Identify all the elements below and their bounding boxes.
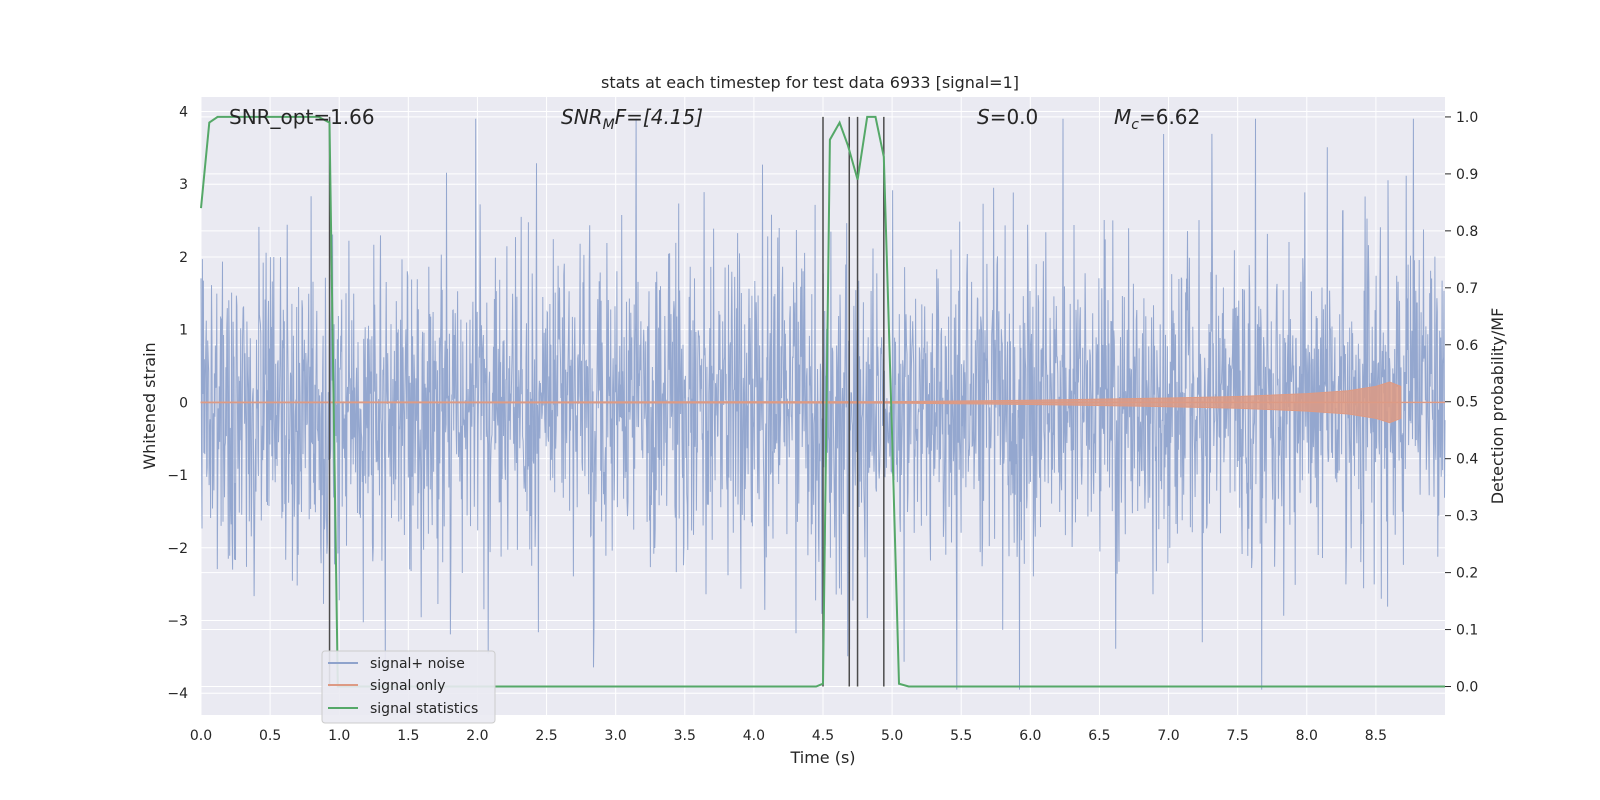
legend-label-signal-only: signal only — [370, 678, 445, 694]
y2-tick-label: 0.4 — [1456, 452, 1478, 468]
annotation-snr-opt: SNR_opt=1.66 — [229, 105, 375, 129]
chart-title: stats at each timestep for test data 693… — [601, 73, 1019, 92]
legend-box — [321, 650, 496, 724]
x-tick-label: 5.0 — [881, 728, 903, 744]
x-tick-label: 7.5 — [1227, 728, 1249, 744]
legend-label-signal-noise: signal+ noise — [370, 656, 465, 672]
mc-main: M — [1114, 105, 1131, 129]
y-tick-label: −2 — [167, 541, 188, 557]
mc-rest: =6.62 — [1139, 105, 1200, 129]
x-tick-label: 3.0 — [605, 728, 627, 744]
y-tick-label: 4 — [179, 105, 188, 121]
x-tick-label: 8.5 — [1365, 728, 1387, 744]
y-tick-label: −4 — [167, 686, 188, 702]
y2-tick-label: 0.8 — [1456, 224, 1478, 240]
y-axis-label: Whitened strain — [140, 342, 159, 469]
y2-tick-label: 0.5 — [1456, 395, 1478, 411]
y2-tick-label: 0.6 — [1456, 338, 1478, 354]
y-tick-label: 1 — [179, 323, 188, 339]
s-main: S — [977, 105, 990, 129]
snr-mf-main: SNR — [561, 105, 603, 129]
legend-label-signal-statistics: signal statistics — [370, 701, 478, 717]
y2-tick-label: 0.2 — [1456, 566, 1478, 582]
x-axis-label: Time (s) — [789, 748, 855, 767]
x-tick-label: 7.0 — [1157, 728, 1179, 744]
x-axis-ticks: 0.0 0.5 1.0 1.5 2.0 2.5 3.0 3.5 4.0 4.5 5.0 5.5 6.0 6… — [190, 728, 1387, 744]
y-tick-label: −1 — [167, 468, 188, 484]
y2-tick-label: 0.9 — [1456, 167, 1478, 183]
y2-tick-label: 0.0 — [1456, 680, 1478, 696]
y-tick-label: 2 — [179, 250, 188, 266]
x-tick-label: 4.0 — [743, 728, 765, 744]
y2-tick-label: 1.0 — [1456, 110, 1478, 126]
x-tick-label: 2.0 — [466, 728, 488, 744]
annotation-snr-mf: SNRMF=[4.15] — [561, 105, 703, 133]
snr-mf-sub: M — [603, 117, 615, 133]
snr-mf-rest: F=[4.15] — [615, 105, 703, 129]
y-axis-ticks: 4 3 2 1 0 −1 −2 −3 −4 — [167, 105, 188, 703]
s-rest: =0.0 — [990, 105, 1039, 129]
x-tick-label: 1.0 — [328, 728, 350, 744]
y2-axis-ticks: 1.0 0.9 0.8 0.7 0.6 0.5 0.4 0.3 0.2 0.1 0.0 — [1445, 110, 1478, 696]
x-tick-label: 1.5 — [397, 728, 419, 744]
annotation-s: S=0.0 — [977, 105, 1038, 129]
x-tick-label: 3.5 — [674, 728, 696, 744]
y2-axis-label: Detection probability/MF — [1488, 308, 1507, 505]
legend: signal+ noise signal only signal statist… — [321, 650, 496, 724]
signal-statistics-line — [200, 115, 1445, 688]
x-tick-label: 0.5 — [259, 728, 281, 744]
y-tick-label: 3 — [179, 177, 188, 193]
y2-tick-label: 0.7 — [1456, 281, 1478, 297]
x-tick-label: 6.5 — [1088, 728, 1110, 744]
y-tick-label: −3 — [167, 613, 188, 629]
x-tick-label: 6.0 — [1019, 728, 1041, 744]
y2-tick-label: 0.3 — [1456, 509, 1478, 525]
mc-sub: c — [1131, 117, 1139, 133]
x-tick-label: 8.0 — [1296, 728, 1318, 744]
x-tick-label: 0.0 — [190, 728, 212, 744]
y2-tick-label: 0.1 — [1456, 623, 1478, 639]
x-tick-label: 4.5 — [812, 728, 834, 744]
signal-statistics-series — [200, 115, 1445, 688]
annotation-mc: Mc=6.62 — [1114, 105, 1200, 133]
y-tick-label: 0 — [179, 395, 188, 411]
x-tick-label: 2.5 — [535, 728, 557, 744]
vertical-markers — [328, 116, 885, 687]
x-tick-label: 5.5 — [950, 728, 972, 744]
